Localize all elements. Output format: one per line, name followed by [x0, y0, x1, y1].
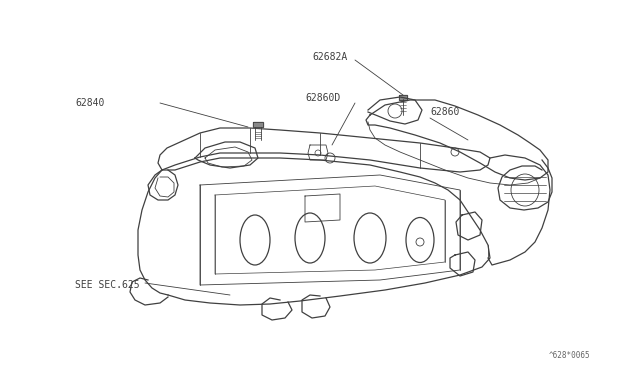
Text: 62860: 62860 — [430, 107, 460, 117]
Text: 62840: 62840 — [75, 98, 104, 108]
Polygon shape — [253, 122, 263, 127]
Text: SEE SEC.625: SEE SEC.625 — [75, 280, 140, 290]
Text: 62860D: 62860D — [305, 93, 340, 103]
Text: ^628*0065: ^628*0065 — [548, 350, 590, 359]
Text: 62682A: 62682A — [312, 52, 348, 62]
Polygon shape — [399, 95, 407, 100]
